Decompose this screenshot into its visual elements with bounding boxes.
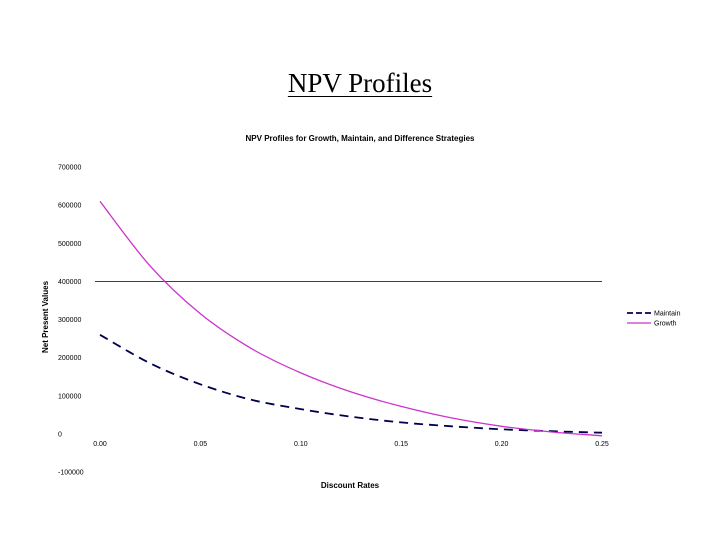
series-line-maintain: [99, 334, 603, 434]
x-tick-label: 0.10: [294, 441, 308, 448]
x-axis-ticks: 0.00 0.05 0.10 0.15 0.20 0.25: [93, 441, 609, 448]
legend: Maintain Growth: [627, 311, 681, 328]
chart-title: NPV Profiles for Growth, Maintain, and D…: [246, 134, 475, 143]
series-line-growth: [99, 200, 603, 437]
x-tick-label: 0.00: [93, 441, 107, 448]
slide-title: NPV Profiles: [287, 68, 433, 98]
legend-label-maintain: Maintain: [654, 311, 681, 318]
y-axis-label: Net Present Values: [41, 280, 50, 353]
series-lines: [99, 200, 603, 437]
y-tick-label: 700000: [58, 165, 81, 172]
y-tick-label: -100000: [58, 470, 84, 477]
y-tick-label: 300000: [58, 317, 81, 324]
x-axis-label: Discount Rates: [321, 481, 380, 490]
x-tick-label: 0.25: [595, 441, 609, 448]
x-tick-label: 0.15: [394, 441, 408, 448]
y-tick-label: 600000: [58, 203, 81, 210]
y-tick-label: 100000: [58, 393, 81, 400]
y-tick-label: 0: [58, 431, 62, 438]
y-tick-label: 200000: [58, 355, 81, 362]
y-axis-ticks: -100000 0 100000 200000 300000 400000 500000 60…: [58, 165, 84, 477]
x-tick-label: 0.20: [495, 441, 509, 448]
y-tick-label: 500000: [58, 241, 81, 248]
x-tick-label: 0.05: [194, 441, 208, 448]
legend-label-growth: Growth: [654, 321, 677, 328]
y-tick-label: 400000: [58, 279, 81, 286]
